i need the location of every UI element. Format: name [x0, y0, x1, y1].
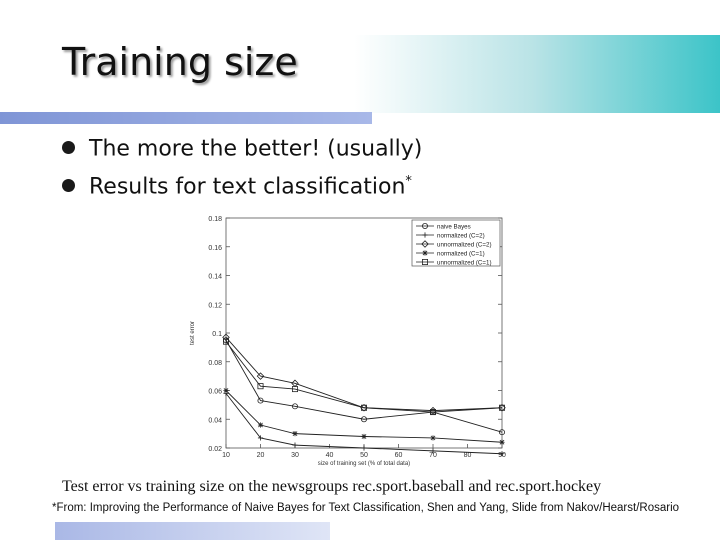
bullet-superscript: *	[405, 174, 412, 189]
legend-entry: naive Bayes	[437, 224, 471, 231]
bullet-item-2: Results for text classification*	[62, 174, 412, 199]
y-tick-label: 0.16	[208, 245, 222, 252]
x-tick-label: 70	[429, 452, 437, 459]
y-tick-label: 0.02	[208, 446, 222, 453]
x-tick-label: 50	[360, 452, 368, 459]
data-point-star	[430, 435, 436, 441]
data-point-diamond	[498, 403, 506, 412]
data-point-circle	[257, 397, 264, 404]
y-tick-label: 0.18	[208, 216, 222, 223]
data-point-star	[361, 433, 367, 440]
x-tick-label: 30	[291, 452, 299, 459]
data-point-circle	[360, 416, 367, 423]
title-underline-bar	[0, 112, 372, 124]
bullet-item-1: The more the better! (usually)	[62, 136, 422, 161]
data-point-diamond	[256, 372, 265, 380]
data-point-circle	[292, 403, 299, 410]
data-point-plus	[499, 451, 505, 457]
legend-entry: unnormalized (C=2)	[437, 242, 492, 249]
x-tick-label: 80	[464, 452, 472, 459]
data-point-plus	[257, 435, 264, 441]
data-point-diamond	[421, 240, 429, 248]
y-axis-label: test error	[190, 321, 196, 345]
data-point-square	[292, 386, 299, 393]
data-point-diamond	[222, 333, 230, 342]
x-tick-label: 40	[326, 452, 334, 459]
slide-title: Training size	[62, 40, 298, 84]
y-tick-label: 0.14	[208, 274, 222, 281]
data-point-square	[223, 338, 230, 345]
data-point-diamond	[360, 403, 368, 412]
data-point-circle	[498, 429, 505, 436]
bullet-dot-icon	[62, 179, 75, 193]
data-point-plus	[422, 232, 428, 238]
source-citation: *From: Improving the Performance of Naiv…	[52, 502, 680, 514]
series-line	[225, 393, 503, 455]
legend-entry: unnormalized (C=1)	[437, 260, 492, 267]
y-tick-label: 0.1	[212, 331, 222, 338]
y-tick-label: 0.12	[208, 302, 222, 309]
data-point-plus	[292, 442, 298, 448]
data-point-star	[422, 250, 428, 256]
data-point-square	[429, 409, 436, 416]
x-tick-label: 60	[395, 452, 403, 459]
data-point-plus	[430, 448, 436, 454]
data-point-star	[257, 422, 264, 428]
series-line	[225, 339, 503, 433]
y-tick-label: 0.04	[208, 417, 222, 424]
data-point-square	[421, 259, 428, 266]
legend-entry: normalized (C=1)	[437, 251, 485, 258]
bullet-dot-icon	[62, 141, 75, 155]
data-point-plus	[361, 445, 367, 451]
data-point-star	[499, 439, 505, 445]
x-tick-label: 10	[222, 452, 230, 459]
test-error-line-chart: 0.02 0.04 0.06 0.08 0.1 0.12 0.14 0.16 0.18 10 20 3…	[190, 216, 506, 467]
data-point-star	[223, 387, 229, 394]
chart-caption: Test error vs training size on the newsg…	[62, 478, 602, 495]
bottom-accent-bar	[55, 522, 330, 540]
data-point-square	[498, 404, 505, 411]
y-tick-label: 0.06	[208, 389, 222, 396]
x-tick-label: 20	[257, 452, 265, 459]
y-tick-label: 0.08	[208, 360, 222, 367]
title-background-band	[55, 35, 720, 113]
series-line	[225, 337, 503, 412]
legend-entry: normalized (C=2)	[437, 233, 485, 240]
data-point-star	[292, 431, 298, 437]
data-point-square	[360, 404, 367, 411]
x-axis-label: size of training set (% of total data)	[318, 461, 410, 467]
bullet-text: Results for text classification	[89, 174, 406, 200]
series-line	[225, 341, 503, 413]
bullet-text: The more the better! (usually)	[89, 136, 423, 162]
data-point-square	[257, 383, 264, 390]
data-point-circle	[421, 222, 428, 229]
series-line	[225, 390, 503, 443]
